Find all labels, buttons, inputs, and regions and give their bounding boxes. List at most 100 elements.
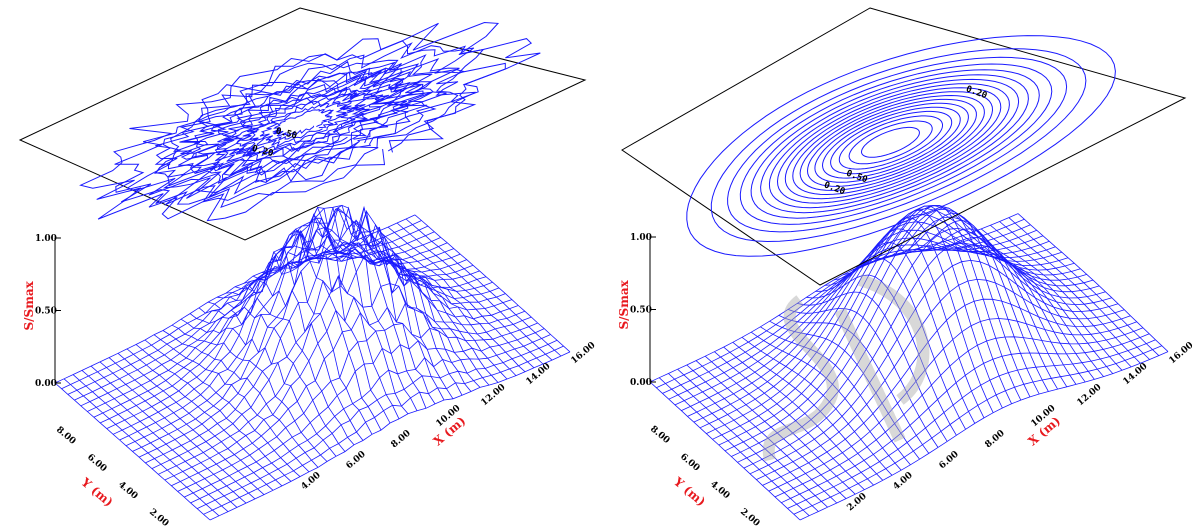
mesh-line-y (649, 213, 1019, 383)
contour-line (241, 93, 367, 152)
mesh-line-y (724, 208, 1094, 452)
mesh-line-x (99, 361, 256, 500)
panel-measured-surface: 0.000.501.00S/Smax4.006.008.0010.0012.00… (18, 7, 598, 528)
contour-line (848, 120, 933, 165)
mesh-line-y (151, 242, 513, 469)
y-tick-label: 6.00 (678, 452, 701, 474)
contour-line (821, 106, 961, 179)
x-tick-label: 6.00 (938, 450, 961, 472)
mesh-line-x (162, 330, 319, 468)
mesh-line-y (184, 328, 545, 498)
mesh-line-y (145, 226, 506, 464)
mesh-line-y (87, 242, 448, 412)
mesh-line-y (93, 230, 454, 418)
mesh-line-y (781, 333, 1150, 504)
mesh-line-y (171, 302, 532, 487)
mesh-line-x (999, 221, 1150, 360)
mesh-line-y (67, 225, 429, 395)
x-tick-label: 6.00 (345, 450, 368, 472)
contour-line (126, 42, 476, 206)
mesh-line-x (387, 226, 544, 365)
mesh-line-y (693, 221, 1062, 423)
contour-line (792, 91, 994, 196)
watermark-logo (762, 274, 930, 462)
mesh-line-x (180, 318, 337, 457)
x-tick-label: 16.00 (1168, 341, 1192, 367)
mesh-line-y (132, 206, 493, 452)
mesh-line-y (718, 205, 1087, 446)
mesh-line-y (74, 231, 435, 401)
contour-line (178, 63, 433, 181)
mesh-line-y (80, 237, 441, 407)
contour-line (224, 86, 385, 159)
x-tick-label: 8.00 (984, 429, 1007, 451)
mesh-line-y (196, 339, 558, 509)
y-tick-label: 2.00 (147, 507, 170, 528)
surface-mesh (54, 204, 571, 521)
surface-mesh (649, 204, 1169, 521)
z-tick-label: 0.00 (630, 378, 652, 388)
mesh-line-y (712, 204, 1081, 440)
z-tick-label: 1.00 (35, 234, 57, 244)
mesh-line-y (737, 227, 1106, 463)
y-tick-label: 4.00 (116, 480, 139, 502)
y-axis-title: Y (m) (670, 474, 708, 509)
contour-line (838, 115, 943, 170)
contour-lines (79, 21, 541, 222)
x-tick-label: 16.00 (570, 341, 598, 367)
mesh-line-x (342, 244, 499, 383)
mesh-line-y (787, 339, 1156, 509)
contour-line (215, 77, 405, 168)
contour-line (249, 98, 359, 148)
mesh-line-y (662, 224, 1031, 394)
mesh-line-y (681, 237, 1050, 411)
mesh-line-y (209, 351, 571, 521)
mesh-line-x (723, 346, 874, 486)
mesh-line-y (125, 204, 487, 447)
mesh-line-x (243, 217, 400, 420)
mesh-line-y (158, 253, 519, 475)
mesh-line-y (100, 226, 461, 424)
z-tick-label: 0.50 (630, 306, 652, 316)
contour-line (830, 110, 953, 175)
contour-line (153, 57, 460, 194)
mesh-line-y (190, 334, 551, 504)
z-tick-label: 0.00 (35, 379, 57, 389)
contour-line (272, 108, 334, 137)
x-tick-label: 8.00 (390, 429, 413, 451)
mesh-line-y (112, 207, 474, 435)
contour-line (190, 70, 420, 176)
mesh-line-y (203, 345, 564, 515)
mesh-line-y (138, 205, 500, 458)
contour-line (739, 63, 1053, 225)
contour-line (799, 94, 985, 191)
contour-label: 0.20 (251, 144, 275, 159)
contour-lines (686, 35, 1116, 257)
mesh-line-y (106, 213, 467, 429)
contour-line (806, 98, 977, 187)
contour-line (776, 83, 1010, 204)
x-tick-label: 2.00 (846, 492, 869, 514)
mesh-line-y (668, 229, 1037, 400)
x-tick-label: 12.00 (1076, 383, 1104, 409)
panel-model-surface: 0.000.501.00S/Smax2.004.006.008.0010.001… (617, 7, 1192, 528)
mesh-line-y (768, 318, 1137, 492)
mesh-line-y (164, 283, 525, 481)
mesh-line-y (699, 213, 1069, 429)
contour-line (727, 56, 1068, 233)
mesh-line-y (793, 345, 1162, 515)
x-tick-label: 4.00 (300, 471, 323, 493)
mesh-line-y (799, 351, 1169, 521)
z-axis-title: S/Smax (22, 280, 36, 330)
mesh-line-y (54, 214, 416, 384)
contour-label: 0.50 (845, 169, 869, 186)
contour-line (710, 48, 1087, 243)
contour-line (814, 102, 969, 183)
projection-plane (621, 7, 1187, 286)
x-tick-label: 14.00 (525, 362, 553, 388)
contour-line (155, 54, 461, 199)
mesh-line-y (687, 229, 1056, 417)
contour-line (686, 35, 1116, 257)
z-axis-title: S/Smax (617, 279, 631, 329)
